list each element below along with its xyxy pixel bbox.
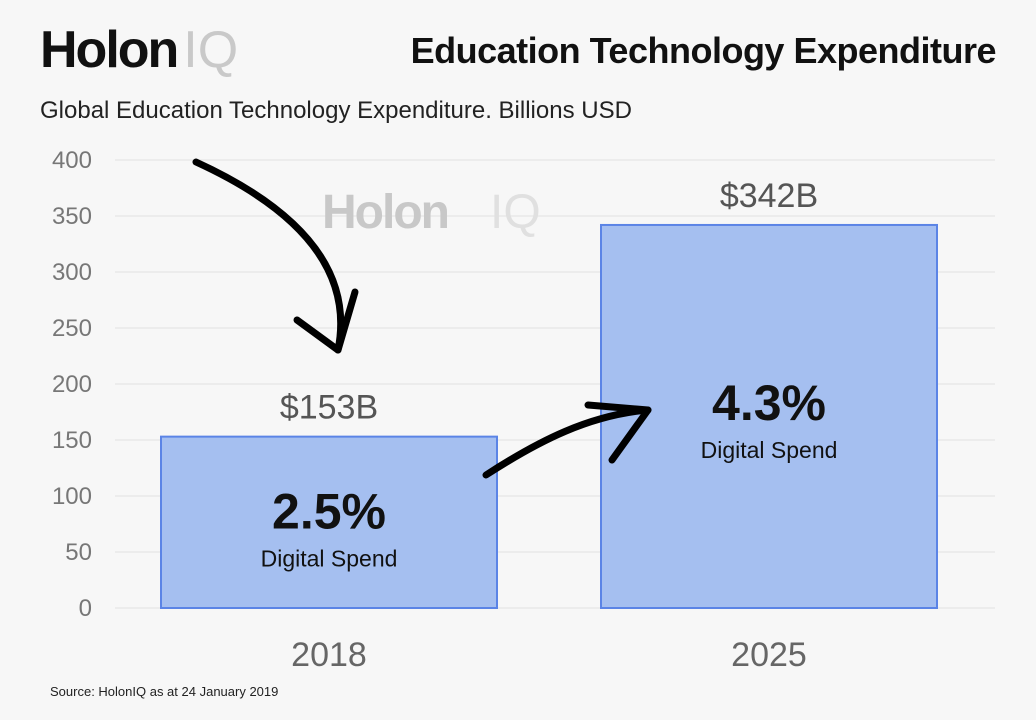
y-tick-label: 400 — [52, 147, 92, 174]
y-tick-label: 150 — [52, 427, 92, 454]
arrow-head-2025 — [584, 401, 652, 464]
chart-title: Education Technology Expenditure — [410, 30, 997, 71]
bar-value-label: $342B — [720, 177, 818, 215]
bars: $153B 2.5% Digital Spend 2018 $342B 4.3% Digit… — [160, 177, 938, 674]
y-tick-label: 100 — [52, 483, 92, 510]
digital-share-label: Digital Spend — [701, 437, 838, 463]
source-note: Source: HolonIQ as at 24 January 2019 — [50, 684, 279, 699]
y-axis-ticks: 0 50 100 150 200 250 300 350 400 — [52, 147, 92, 622]
y-tick-label: 0 — [79, 595, 92, 622]
annotation-arrows — [192, 158, 652, 479]
x-category-label: 2018 — [291, 636, 367, 674]
bar-value-label: $153B — [280, 389, 378, 427]
logo-main-text: Holon — [40, 21, 179, 79]
arrow-to-2018-value — [192, 158, 345, 354]
holoniq-logo: Holon IQ — [40, 20, 238, 80]
y-tick-label: 350 — [52, 203, 92, 230]
y-tick-label: 50 — [65, 539, 92, 566]
watermark-main-text: Holon — [322, 186, 448, 239]
bar-2025 — [600, 223, 938, 610]
digital-share-value: 4.3% — [712, 375, 826, 431]
bar-2018 — [160, 435, 498, 610]
logo-accent-text: IQ — [183, 21, 239, 79]
arrow-2018-to-2025 — [482, 406, 652, 479]
digital-share-value: 2.5% — [272, 484, 386, 540]
y-tick-label: 250 — [52, 315, 92, 342]
y-tick-label: 300 — [52, 259, 92, 286]
chart-subtitle: Global Education Technology Expenditure.… — [40, 97, 632, 124]
x-category-label: 2025 — [731, 636, 807, 674]
digital-share-label: Digital Spend — [261, 546, 398, 572]
y-tick-label: 200 — [52, 371, 92, 398]
watermark-accent-text: IQ — [490, 186, 541, 239]
arrow-head-2018 — [293, 288, 359, 354]
watermark: Holon IQ — [322, 186, 541, 239]
